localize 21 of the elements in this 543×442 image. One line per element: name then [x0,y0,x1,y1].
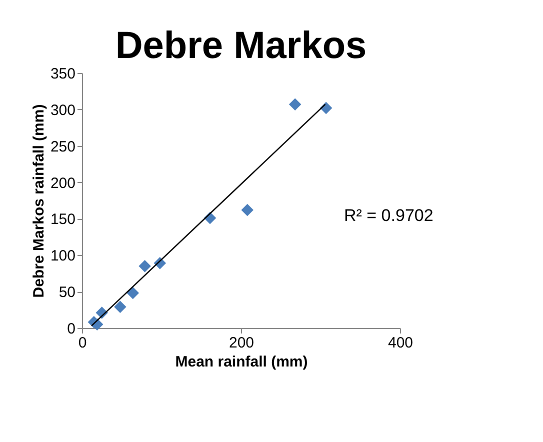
y-axis-title: Debre Markos rainfall (mm) [30,104,48,298]
x-tick-label: 400 [388,334,414,352]
x-axis-title: Mean rainfall (mm) [175,354,308,370]
y-tick-label: 100 [50,248,76,265]
x-tick-label: 200 [228,334,254,352]
y-tick-label: 200 [50,174,76,192]
chart-title: Debre Markos [115,25,367,67]
y-tick-label: 250 [50,138,76,156]
annotation: R² = 0.9702 [344,206,434,225]
x-tick-label: 0 [78,334,87,352]
y-tick-label: 150 [50,211,76,228]
y-tick-label: 0 [67,320,76,338]
point [138,260,151,272]
point [288,98,302,110]
point [320,102,332,114]
point [126,286,140,300]
point [114,300,126,313]
y-tick-label: 350 [50,66,76,82]
y-tick-label: 300 [50,102,76,119]
point [241,204,254,216]
y-tick-label: 50 [58,284,76,302]
